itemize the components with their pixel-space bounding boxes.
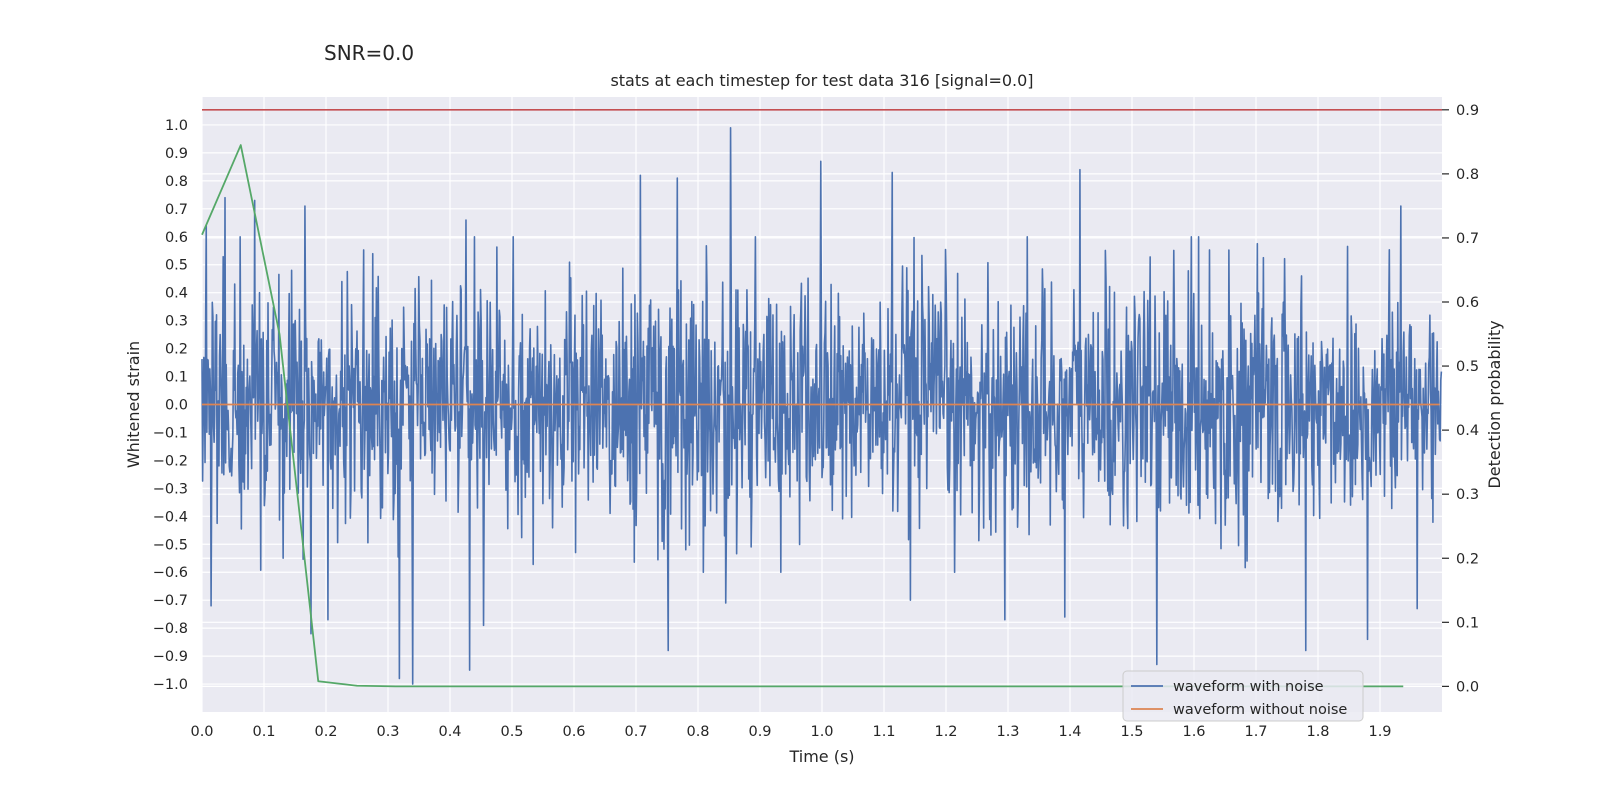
x-tick-label: 0.3 [376,724,399,740]
y2-tick-label: 0.4 [1456,423,1479,439]
y-tick-label: −0.2 [153,453,188,469]
x-tick-label: 1.9 [1368,724,1391,740]
y2-tick-label: 0.6 [1456,295,1479,311]
y2-tick-label: 0.9 [1456,103,1479,119]
x-tick-label: 0.8 [686,724,709,740]
y-tick-label: 1.0 [165,118,188,134]
y-tick-label: 0.1 [165,370,188,386]
x-tick-label: 1.1 [872,724,895,740]
y-tick-label: −0.4 [153,509,188,525]
y2-tick-label: 0.5 [1456,359,1479,375]
y2-axis-label: Detection probability [1485,320,1504,488]
x-tick-label: 1.6 [1182,724,1205,740]
y-tick-label: −0.6 [153,565,188,581]
y-tick-label: 0.7 [165,202,188,218]
y2-tick-label: 0.7 [1456,231,1479,247]
x-tick-label: 0.7 [624,724,647,740]
x-axis-label: Time (s) [788,747,854,766]
x-tick-label: 1.3 [996,724,1019,740]
y-tick-label: 0.5 [165,258,188,274]
y-tick-label: 0.0 [165,398,188,414]
y-tick-label: 0.9 [165,146,188,162]
y-tick-label: 0.3 [165,314,188,330]
x-tick-label: 1.2 [934,724,957,740]
y2-tick-label: 0.2 [1456,551,1479,567]
y-tick-labels: 1.0 0.9 0.8 0.7 0.6 0.5 0.4 0.3 0.2 0.1 0.0 −0.1 −0.… [153,118,188,693]
y2-tick-label: 0.0 [1456,679,1479,695]
x-tick-label: 1.5 [1120,724,1143,740]
x-tick-label: 0.2 [314,724,337,740]
x-tick-label: 1.0 [810,724,833,740]
x-tick-label: 0.9 [748,724,771,740]
x-tick-label: 0.5 [500,724,523,740]
chart-title: stats at each timestep for test data 316… [610,71,1033,90]
series-line-waveform-with-noise [201,126,1443,685]
x-tick-label: 1.8 [1306,724,1329,740]
x-tick-label: 0.6 [562,724,585,740]
y-tick-label: 0.6 [165,230,188,246]
y-tick-label: 0.2 [165,342,188,358]
x-tick-label: 1.7 [1244,724,1267,740]
y-tick-label: −1.0 [153,677,188,693]
y-tick-label: −0.5 [153,537,188,553]
legend-box [1122,670,1364,722]
x-tick-label: 0.1 [252,724,275,740]
y-tick-label: −0.3 [153,481,188,497]
y2-tick-label: 0.3 [1456,487,1479,503]
y-tick-label: −0.7 [153,593,188,609]
y-tick-label: −0.1 [153,425,188,441]
y-tick-label: 0.8 [165,174,188,190]
legend: waveform with noise waveform without nois… [1122,670,1364,722]
y-tick-label: −0.9 [153,649,188,665]
figure-suptitle: SNR=0.0 [324,41,415,65]
legend-label: waveform with noise [1173,679,1324,695]
y-tick-label: −0.8 [153,621,188,637]
y-axis-label: Whitened strain [124,341,143,468]
x-tick-labels: 0.0 0.1 0.2 0.3 0.4 0.5 0.6 0.7 0.8 0.9 1.0 1.1 1.2 1… [190,724,1391,740]
x-tick-label: 0.0 [190,724,213,740]
x-tick-label: 1.4 [1058,724,1081,740]
y2-tick-label: 0.8 [1456,167,1479,183]
y-tick-label: 0.4 [165,286,188,302]
legend-label: waveform without noise [1173,702,1347,718]
x-tick-label: 0.4 [438,724,461,740]
y2-tick-labels: 0.9 0.8 0.7 0.6 0.5 0.4 0.3 0.2 0.1 0.0 [1442,103,1479,695]
y2-tick-label: 0.1 [1456,615,1479,631]
